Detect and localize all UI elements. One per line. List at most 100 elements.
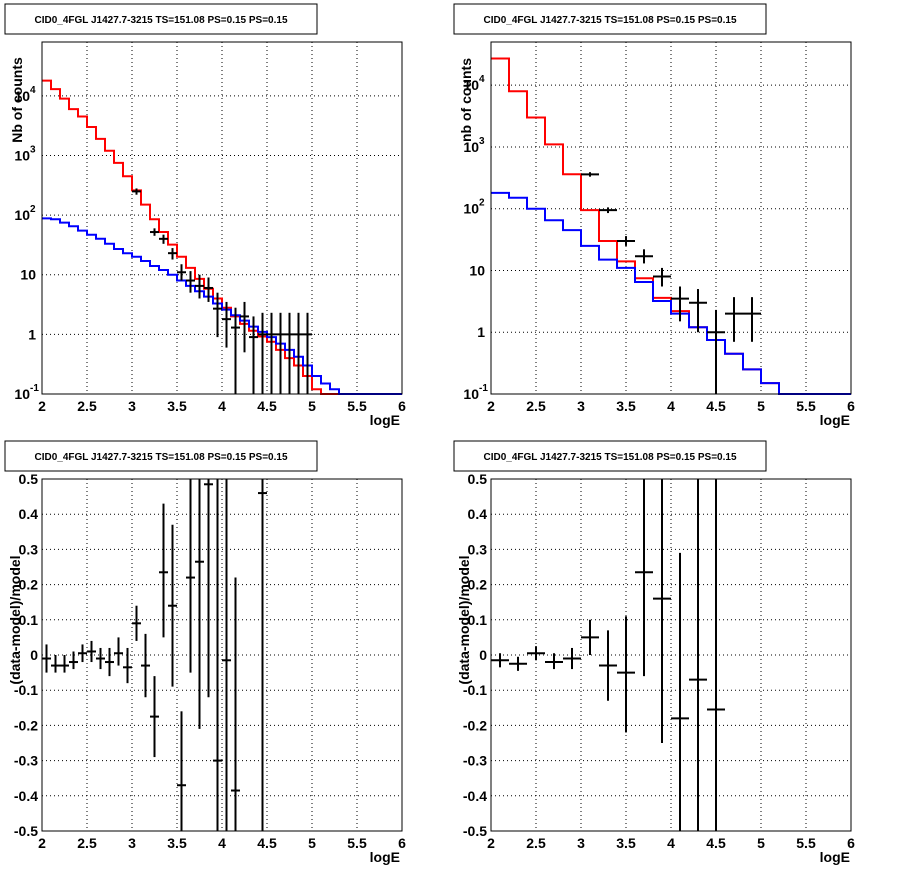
data-point (617, 236, 635, 246)
x-tick-label: 6 (398, 398, 406, 414)
data-point (51, 655, 60, 673)
data-point (563, 647, 581, 670)
data-point (599, 207, 617, 214)
x-tick-label: 3.5 (167, 835, 187, 851)
panel-title: CID0_4FGL J1427.7-3215 TS=151.08 PS=0.15… (483, 15, 736, 26)
plot-frame (490, 478, 852, 832)
data-point (42, 644, 51, 673)
x-tick-label: 2.5 (77, 835, 97, 851)
data-point (132, 188, 141, 195)
data-points (42, 479, 267, 831)
data-point (240, 301, 249, 353)
data-point (249, 316, 258, 394)
y-axis-label: (data-model)/model (7, 555, 23, 684)
y-tick-exponent: 4 (30, 85, 36, 96)
data-point (509, 656, 527, 671)
x-tick-label: 2.5 (77, 398, 97, 414)
data-point (60, 655, 69, 673)
title-box (4, 440, 318, 472)
y-tick-label: 10 (463, 386, 479, 402)
y-tick-label: -0.3 (14, 753, 38, 769)
y-tick-label: 10 (14, 207, 30, 223)
data-point (491, 653, 509, 668)
y-tick-exponent: 3 (30, 144, 36, 155)
x-tick-label: 2 (38, 398, 46, 414)
x-tick-label: 5.5 (796, 398, 816, 414)
plot-frame (490, 41, 852, 395)
data-point (222, 479, 231, 831)
y-tick-label: 0.3 (19, 541, 39, 557)
data-point (635, 479, 653, 677)
data-point (725, 297, 743, 342)
data-point (159, 503, 168, 638)
x-tick-label: 4.5 (257, 835, 277, 851)
data-point (527, 646, 545, 661)
plot-frame (41, 41, 403, 395)
data-point (168, 524, 177, 687)
data-point (231, 307, 240, 394)
data-point (707, 479, 725, 831)
x-tick-label: 3 (577, 398, 585, 414)
x-tick-label: 4.5 (706, 398, 726, 414)
x-tick-label: 5.5 (347, 835, 367, 851)
data-point (195, 479, 204, 729)
data-points (491, 479, 725, 831)
data-point (114, 637, 123, 666)
y-axis-label: Nb of counts (9, 57, 25, 143)
data-point (195, 274, 204, 299)
y-tick-label: -0.4 (463, 788, 487, 804)
data-point (267, 312, 276, 394)
x-ticks: 2 2.5 3 3.5 4 4.5 5 5.5 6 (487, 821, 855, 851)
y-tick-label: 0 (479, 647, 487, 663)
data-point (635, 249, 653, 264)
y-tick-label: 10 (20, 267, 36, 283)
data-point (177, 264, 186, 281)
y-tick-label: 0.2 (468, 577, 488, 593)
x-tick-label: 2 (487, 835, 495, 851)
x-tick-label: 2 (487, 398, 495, 414)
y-tick-exponent: 2 (30, 204, 36, 215)
data-point (69, 651, 78, 670)
data-point (204, 277, 213, 302)
x-tick-label: 3.5 (167, 398, 187, 414)
y-tick-label: 10 (463, 139, 479, 155)
title-box (453, 440, 767, 472)
grid (42, 42, 402, 394)
data-point (213, 479, 222, 831)
x-tick-label: 3 (577, 835, 585, 851)
x-tick-label: 5 (757, 835, 765, 851)
y-tick-label: 10 (14, 147, 30, 163)
data-points (132, 188, 312, 394)
data-point (96, 647, 105, 670)
data-point (159, 234, 168, 244)
x-tick-label: 4 (667, 835, 675, 851)
y-tick-label: 0.2 (19, 577, 39, 593)
y-tick-label: 0.4 (468, 506, 488, 522)
y-tick-label: -0.2 (463, 717, 487, 733)
data-point (150, 228, 159, 236)
y-tick-label: 0 (30, 647, 38, 663)
data-point (303, 312, 312, 394)
data-point (285, 312, 294, 394)
x-tick-label: 6 (847, 835, 855, 851)
x-tick-label: 2.5 (526, 835, 546, 851)
data-point (545, 653, 563, 670)
y-tick-label: 1 (477, 324, 485, 340)
data-point (132, 605, 141, 641)
x-tick-label: 5.5 (796, 835, 816, 851)
y-tick-label: 0.5 (19, 471, 39, 487)
grid (42, 479, 402, 831)
y-tick-exponent: 3 (479, 136, 485, 147)
x-tick-label: 4.5 (257, 398, 277, 414)
data-point (581, 619, 599, 655)
data-point (617, 616, 635, 733)
data-point (276, 312, 285, 394)
y-tick-exponent: -1 (30, 383, 39, 394)
title-box (453, 3, 767, 35)
x-tick-label: 6 (847, 398, 855, 414)
x-axis-label: logE (820, 849, 850, 865)
y-tick-label: -0.1 (14, 682, 38, 698)
y-tick-exponent: 4 (479, 74, 485, 85)
data-point (671, 286, 689, 322)
x-tick-label: 2 (38, 835, 46, 851)
